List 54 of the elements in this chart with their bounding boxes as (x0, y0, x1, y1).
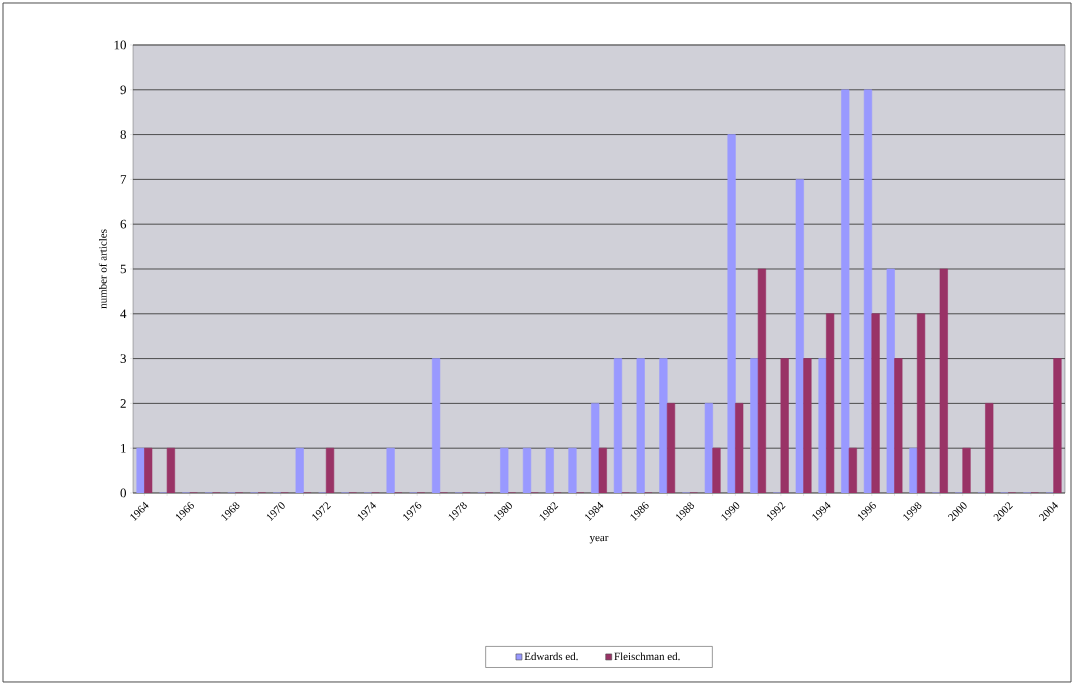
bar (591, 403, 600, 493)
bar (704, 403, 713, 493)
bar (500, 447, 509, 493)
bar (886, 268, 895, 493)
bar (795, 179, 804, 493)
bar (757, 268, 767, 493)
bar (144, 447, 153, 493)
bar (386, 447, 395, 493)
bar (962, 447, 971, 493)
bar (431, 358, 441, 493)
bar (848, 447, 857, 493)
x-axis-title: year (589, 535, 609, 544)
bar (522, 447, 532, 493)
bar (841, 89, 850, 493)
y-tick-label: 6 (120, 219, 127, 229)
bar (818, 358, 827, 493)
bar (1053, 358, 1062, 493)
bar (545, 447, 554, 493)
bar (871, 313, 880, 493)
bar (598, 447, 607, 493)
bar (863, 89, 873, 493)
bar (659, 358, 668, 493)
y-tick-label: 8 (120, 130, 126, 139)
y-axis-title: number of articles (98, 229, 107, 309)
bar (325, 447, 335, 493)
y-tick-label: 3 (120, 354, 126, 363)
y-tick-label: 1 (121, 443, 126, 453)
bar (894, 358, 903, 493)
y-tick-label: 4 (120, 309, 127, 319)
y-tick-label: 10 (114, 40, 126, 50)
y-tick-label: 5 (120, 264, 126, 274)
bar (636, 358, 645, 493)
bar (295, 447, 304, 493)
bar (136, 447, 145, 493)
bar (803, 358, 812, 493)
bar (939, 268, 948, 493)
bar (166, 447, 176, 493)
y-tick-label: 9 (120, 85, 126, 95)
y-tick-label: 0 (120, 488, 126, 498)
bar (666, 403, 676, 493)
bar (985, 403, 994, 493)
bar (613, 358, 623, 493)
legend-label: Edwards ed. (524, 652, 578, 661)
bar (735, 403, 744, 493)
bar (826, 313, 835, 493)
bar (712, 447, 721, 493)
y-tick-label: 7 (120, 175, 127, 184)
legend-label: Fleischman ed. (614, 652, 680, 661)
bar (727, 134, 736, 493)
bar (909, 447, 918, 493)
y-tick-label: 2 (120, 399, 126, 408)
bar (780, 358, 789, 493)
bar (916, 313, 926, 493)
bar (568, 447, 577, 493)
